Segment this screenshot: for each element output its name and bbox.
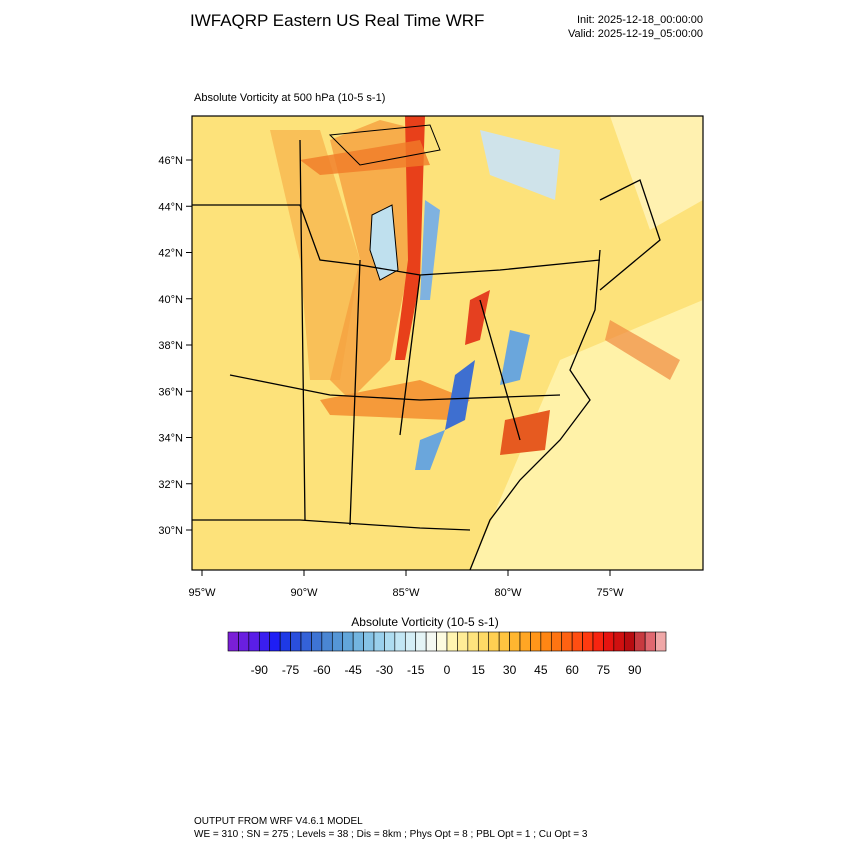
colorbar-box (603, 631, 615, 652)
colorbar-label: 60 (565, 663, 579, 677)
colorbar-box (321, 631, 333, 652)
colorbar-box (352, 631, 364, 652)
colorbar-box (394, 631, 406, 652)
lat-label: 30°N (158, 525, 183, 537)
footer-line: WE = 310 ; SN = 275 ; Levels = 38 ; Dis … (194, 829, 588, 840)
colorbar-box (519, 631, 531, 652)
field (192, 116, 703, 570)
colorbar-box (582, 631, 594, 652)
colorbar-box (623, 631, 636, 652)
map-frame (191, 115, 704, 571)
colorbar-box (571, 631, 583, 652)
lat-label: 40°N (158, 294, 183, 306)
lon-label: 95°W (188, 587, 216, 599)
colorbar-box (238, 631, 250, 652)
colorbar-box (227, 631, 239, 652)
title: IWFAQRP Eastern US Real Time WRF (190, 11, 484, 30)
colorbar-label: 45 (534, 663, 548, 677)
valid-time: Valid: 2025-12-19_05:00:00 (568, 28, 703, 40)
map-title: Absolute Vorticity at 500 hPa (10-5 s-1) (194, 92, 385, 104)
colorbar-box (634, 631, 646, 652)
colorbar-box (425, 631, 437, 652)
colorbar-box (436, 631, 448, 652)
colorbar-label: -60 (313, 663, 331, 677)
colorbar-box (467, 631, 479, 652)
colorbar-box (446, 631, 458, 652)
colorbar-box (550, 631, 563, 652)
colorbar-box (415, 631, 427, 652)
colorbar-box (290, 631, 302, 652)
colorbar-label: -15 (407, 663, 425, 677)
colorbar-box (384, 631, 396, 652)
colorbar-box (311, 631, 323, 652)
colorbar-label: 30 (503, 663, 517, 677)
lon-label: 85°W (392, 587, 420, 599)
colorbar-box (300, 631, 312, 652)
lat-label: 38°N (158, 340, 183, 352)
colorbar-box (644, 631, 656, 652)
lat-label: 46°N (158, 155, 183, 167)
colorbar-box (592, 631, 604, 652)
colorbar-label: -30 (376, 663, 394, 677)
colorbar-label: 75 (597, 663, 611, 677)
lat-label: 36°N (158, 386, 183, 398)
colorbar-box (540, 631, 552, 652)
colorbar-box (655, 631, 667, 652)
colorbar-box (404, 631, 417, 652)
colorbar-label: 0 (444, 663, 451, 677)
init-time: Init: 2025-12-18_00:00:00 (577, 14, 703, 26)
footer-line: OUTPUT FROM WRF V4.6.1 MODEL (194, 816, 363, 827)
colorbar-box (373, 631, 385, 652)
colorbar-label: -45 (344, 663, 362, 677)
colorbar-box (561, 631, 573, 652)
colorbar-title: Absolute Vorticity (10-5 s-1) (351, 615, 498, 629)
colorbar-box (488, 631, 500, 652)
lon-label: 75°W (596, 587, 624, 599)
lat-label: 34°N (158, 433, 183, 445)
colorbar-box (342, 631, 354, 652)
colorbar-box (530, 631, 542, 652)
colorbar-box (457, 631, 469, 652)
colorbar-box (509, 631, 521, 652)
lat-label: 32°N (158, 479, 183, 491)
colorbar-box (248, 631, 260, 652)
colorbar-box (363, 631, 375, 652)
colorbar-box (613, 631, 625, 652)
colorbar-label: 15 (472, 663, 486, 677)
colorbar-label: -75 (282, 663, 300, 677)
lat-label: 42°N (158, 248, 183, 260)
colorbar-box (279, 631, 291, 652)
lon-label: 80°W (494, 587, 522, 599)
colorbar-box (269, 631, 281, 652)
colorbar-box (258, 631, 271, 652)
colorbar-label: 90 (628, 663, 642, 677)
lon-label: 90°W (290, 587, 318, 599)
colorbar-box (477, 631, 490, 652)
colorbar-label: -90 (251, 663, 269, 677)
lat-label: 44°N (158, 201, 183, 213)
colorbar-box (498, 631, 510, 652)
colorbar-box (331, 631, 344, 652)
